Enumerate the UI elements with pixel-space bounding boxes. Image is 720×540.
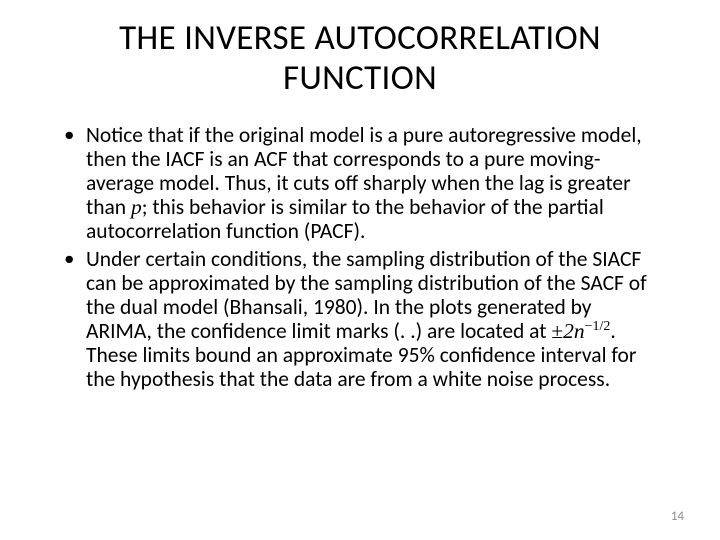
bullet-item: Notice that if the original model is a p…	[58, 123, 662, 243]
bullet-item: Under certain conditions, the sampling d…	[58, 247, 662, 391]
bullet-text-post: ; this behavior is similar to the behavi…	[86, 194, 604, 244]
bullet-list: Notice that if the original model is a p…	[58, 123, 662, 392]
symbol-plusminus: ±	[551, 319, 563, 343]
symbol-p: p	[131, 195, 142, 219]
symbol-2n: 2n	[563, 319, 585, 343]
page-number: 14	[671, 509, 684, 524]
slide-title: THE INVERSE AUTOCORRELATION FUNCTION	[58, 18, 662, 99]
symbol-exponent: −1/2	[585, 319, 611, 334]
